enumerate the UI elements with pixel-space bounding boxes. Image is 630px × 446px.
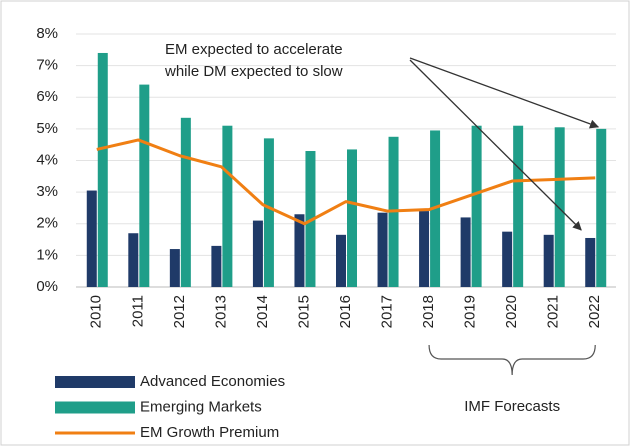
bar <box>128 233 139 287</box>
annotation-arrow <box>409 59 582 231</box>
x-tick-label: 2020 <box>503 295 520 328</box>
y-tick-label: 0% <box>36 278 58 295</box>
y-tick-label: 4% <box>36 151 58 168</box>
bar <box>139 84 150 287</box>
x-tick-label: 2018 <box>420 295 437 328</box>
y-tick-label: 2% <box>36 215 58 232</box>
bar <box>460 217 471 287</box>
y-tick-label: 6% <box>36 88 58 105</box>
x-tick-label: 2012 <box>171 295 188 328</box>
line-series <box>96 138 596 226</box>
forecast-bracket <box>428 344 596 376</box>
legend-label: Advanced Economies <box>140 373 285 390</box>
forecast-label: IMF Forecasts <box>464 398 560 415</box>
legend-label: EM Growth Premium <box>140 424 279 441</box>
bar <box>86 190 97 287</box>
bar <box>502 231 513 287</box>
x-tick-label: 2013 <box>212 295 229 328</box>
bar <box>471 125 482 288</box>
bar <box>263 138 274 287</box>
x-tick-label: 2010 <box>88 295 105 328</box>
bar <box>336 234 346 287</box>
y-tick-label: 1% <box>36 246 58 263</box>
bar <box>543 234 554 287</box>
x-tick-label: 2015 <box>295 295 312 328</box>
bar <box>252 220 263 287</box>
x-tick-label: 2014 <box>254 295 271 328</box>
y-tick-label: 8% <box>36 25 58 42</box>
x-tick-label: 2016 <box>337 295 354 328</box>
bar <box>97 52 108 287</box>
bar <box>377 212 388 287</box>
bar <box>222 125 233 288</box>
legend-label: Emerging Markets <box>140 398 262 415</box>
bar <box>513 125 524 288</box>
bar <box>169 249 180 287</box>
x-tick-label: 2017 <box>379 295 396 328</box>
bar <box>347 149 357 287</box>
x-tick-label: 2019 <box>462 295 479 328</box>
legend-swatch <box>55 376 135 388</box>
x-tick-label: 2021 <box>545 295 562 328</box>
y-tick-label: 5% <box>36 120 58 137</box>
legend-swatch <box>55 401 135 414</box>
bar <box>294 214 305 287</box>
bar <box>585 237 596 287</box>
bar <box>211 245 222 287</box>
y-tick-label: 7% <box>36 57 58 74</box>
x-tick-label: 2011 <box>129 295 146 327</box>
annotation-arrow <box>409 57 600 129</box>
x-tick-label: 2022 <box>586 295 603 328</box>
annotation: while DM expected to slow <box>164 63 343 80</box>
bar <box>596 128 607 287</box>
bar <box>419 211 430 287</box>
annotation: EM expected to accelerate <box>165 41 343 58</box>
bar <box>554 127 565 287</box>
y-tick-label: 3% <box>36 183 58 200</box>
bar <box>180 117 191 288</box>
